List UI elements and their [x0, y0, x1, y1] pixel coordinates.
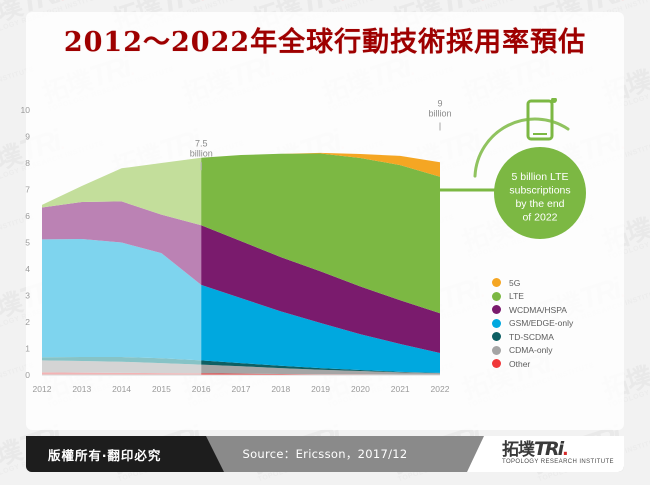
y-tick-label: 2 — [25, 317, 30, 327]
legend-swatch-icon — [492, 332, 501, 342]
tri-logo-dot: . — [562, 440, 569, 460]
x-tick-label: 2022 — [431, 384, 450, 394]
lte-callout: 5 billion LTE subscriptions by the end of 2… — [440, 98, 640, 243]
x-tick-label: 2020 — [351, 384, 370, 394]
x-tick-label: 2012 — [33, 384, 52, 394]
annotation-value: 9 — [437, 99, 442, 109]
x-tick-label: 2016 — [192, 384, 211, 394]
y-tick-label: 5 — [25, 238, 30, 248]
area-gsm-edge-only-historical — [42, 239, 202, 361]
watermark-tile: 拓墣TRi.TOPOLOGY RESEARCH INSTITUTE — [0, 479, 35, 485]
legend-item[interactable]: CDMA-only — [492, 344, 573, 358]
watermark-tile: 拓墣TRi.TOPOLOGY RESEARCH INSTITUTE — [177, 479, 315, 485]
chart-canvas: 0 1 2 3 4 5 6 7 8 9 10 2012 2013 2014 2015 2016 2017 2018… — [21, 99, 452, 395]
legend-swatch-icon — [492, 278, 501, 288]
y-tick-label: 0 — [25, 370, 30, 380]
tri-logo-inner: 拓墣TRi. TOPOLOGY RESEARCH INSTITUTE — [502, 439, 614, 465]
area-cdma-only-historical — [42, 360, 202, 374]
y-tick-label: 4 — [25, 264, 30, 274]
page-title: 2012～2022年全球行動技術採用率預估 — [63, 27, 587, 58]
y-tick-label: 9 — [25, 132, 30, 142]
x-tick-label: 2014 — [112, 384, 131, 394]
legend-swatch-icon — [492, 345, 501, 355]
legend-item[interactable]: Other — [492, 357, 573, 371]
tri-logo-wordmark: 拓墣TRi. — [502, 439, 614, 460]
tri-logo-tagline: TOPOLOGY RESEARCH INSTITUTE — [502, 459, 614, 465]
legend-item-label: CDMA-only — [509, 345, 553, 356]
y-tick-label: 7 — [25, 185, 30, 195]
area-cdma-only-forecast — [201, 364, 440, 375]
legend-swatch-icon — [492, 305, 501, 315]
area-5g-forecast — [201, 152, 440, 177]
annotation-value: 7.5 — [195, 138, 208, 148]
x-tick-label: 2017 — [232, 384, 251, 394]
legend-item-label: LTE — [509, 291, 524, 302]
legend-swatch-icon — [492, 318, 501, 328]
callout-line-2: subscriptions — [509, 185, 570, 197]
watermark-tile: 拓墣TRi.TOPOLOGY RESEARCH INSTITUTE — [457, 479, 595, 485]
legend-item-label: GSM/EDGE-only — [509, 318, 574, 329]
annotation-unit: billion — [190, 148, 213, 158]
legend-item-label: Other — [509, 358, 531, 369]
legend-item[interactable]: LTE — [492, 290, 573, 304]
y-tick-label: 8 — [25, 158, 30, 168]
callout-line-3: by the end — [515, 198, 564, 210]
copyright-text: 版權所有‧翻印必究 — [48, 447, 162, 463]
y-tick-label: 6 — [25, 211, 30, 221]
x-tick-label: 2015 — [152, 384, 171, 394]
area-gsm-edge-only-forecast — [201, 284, 440, 373]
watermark-tile: 拓墣TRi.TOPOLOGY RESEARCH INSTITUTE — [317, 479, 455, 485]
legend-swatch-icon — [492, 359, 501, 369]
callout-line-1: 5 billion LTE — [511, 171, 568, 183]
legend-item[interactable]: GSM/EDGE-only — [492, 317, 573, 331]
x-tick-label: 2021 — [391, 384, 410, 394]
x-tick-label: 2018 — [271, 384, 290, 394]
legend-item-label: 5G — [509, 277, 521, 288]
legend-item[interactable]: TD-SCDMA — [492, 330, 573, 344]
x-tick-label: 2019 — [311, 384, 330, 394]
legend-item-label: TD-SCDMA — [509, 331, 554, 342]
source-text: Source：Ericsson，2017/12 — [242, 447, 408, 461]
area-other-historical — [42, 372, 202, 375]
y-tick-label: 10 — [21, 105, 31, 115]
area-lte-forecast — [201, 153, 440, 314]
stacked-area-chart: 0 1 2 3 4 5 6 7 8 9 10 2012 2013 2014 2015 2016 2017 2018… — [0, 95, 470, 395]
y-tick-label: 3 — [25, 291, 30, 301]
chart-legend: 5G LTE WCDMA/HSPA GSM/EDGE-only TD-SCDMA CDMA… — [492, 276, 573, 371]
area-wcdma-hspa-historical — [42, 201, 202, 285]
tri-logo-latin: TRi — [534, 438, 564, 460]
area-wcdma-hspa-forecast — [201, 225, 440, 353]
x-tick-label: 2013 — [72, 384, 91, 394]
slide-footer: Source：Ericsson，2017/12 版權所有‧翻印必究 拓墣TRi.… — [26, 436, 624, 472]
y-tick-label: 1 — [25, 344, 30, 354]
legend-item-label: WCDMA/HSPA — [509, 304, 567, 315]
y-axis-labels: 0 1 2 3 4 5 6 7 8 9 10 — [21, 105, 31, 380]
legend-swatch-icon — [492, 291, 501, 301]
area-lte-historical — [42, 157, 202, 226]
tri-logo: 拓墣TRi. TOPOLOGY RESEARCH INSTITUTE — [467, 436, 624, 472]
tri-logo-cjk: 拓墣 — [502, 440, 535, 460]
legend-item[interactable]: WCDMA/HSPA — [492, 303, 573, 317]
area-td-scdma-historical — [42, 356, 202, 365]
x-axis-labels: 2012 2013 2014 2015 2016 2017 2018 2019 2020 2021… — [33, 384, 450, 394]
watermark-tile: 拓墣TRi.TOPOLOGY RESEARCH INSTITUTE — [37, 479, 175, 485]
callout-line-4: of 2022 — [522, 212, 557, 224]
callout-circle — [494, 147, 586, 239]
chart-areas — [42, 152, 440, 375]
legend-item[interactable]: 5G — [492, 276, 573, 290]
copyright-tag: 版權所有‧翻印必究 — [26, 436, 224, 472]
watermark-tile: 拓墣TRi.TOPOLOGY RESEARCH INSTITUTE — [597, 479, 650, 485]
annotation-unit: billion — [428, 109, 451, 119]
smartphone-icon — [526, 98, 557, 141]
